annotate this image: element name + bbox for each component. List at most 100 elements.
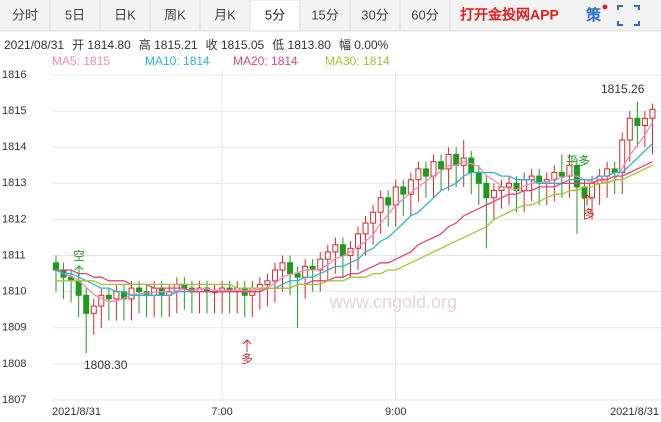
candle-body (302, 265, 309, 278)
candle-body (128, 287, 135, 300)
candle-body (136, 287, 143, 293)
tab[interactable]: 15分 (311, 7, 338, 22)
candle-body (558, 172, 565, 177)
candle-body (83, 294, 90, 314)
info-item: 幅 0.00% (339, 37, 389, 52)
y-tick-label: 1814 (2, 141, 26, 153)
candle-body (271, 269, 278, 282)
legend-entry: MA20: 1814 (233, 54, 298, 68)
candle-body (105, 294, 112, 300)
tab[interactable]: 30分 (361, 7, 388, 22)
candle-body (445, 153, 452, 170)
x-tick-label: 2021/8/31 (610, 406, 659, 418)
ma-line (55, 143, 653, 296)
signal-arrow (242, 339, 252, 352)
annotation: 空 (73, 249, 85, 263)
legend-entry: MA30: 1814 (325, 54, 390, 68)
tab[interactable]: 分时 (12, 7, 38, 22)
candle-body (438, 161, 445, 170)
y-tick-label: 1810 (2, 286, 26, 298)
candle-body (294, 273, 301, 278)
candle-body (324, 251, 331, 260)
candle-body (634, 117, 641, 127)
notify-dot (602, 4, 608, 10)
candle-body (422, 168, 429, 177)
candle-body (355, 233, 361, 249)
candle-body (339, 244, 346, 257)
tab[interactable]: 日K (114, 7, 136, 22)
y-tick-label: 1809 (2, 322, 26, 334)
candle-body (626, 117, 633, 141)
tab-selected-bg (249, 0, 301, 32)
candle-body (513, 182, 520, 192)
ma-line (56, 164, 653, 289)
strategy-button[interactable]: 策 (585, 6, 602, 24)
candle-body (415, 168, 422, 181)
legend-entry: MA5: 1815 (52, 54, 110, 68)
candle-body (649, 108, 656, 119)
annotation: 多 (241, 352, 253, 366)
tab[interactable]: 60分 (411, 7, 438, 22)
candle-body (407, 179, 414, 195)
fullscreen-icon[interactable] (617, 5, 640, 26)
tab[interactable]: 5分 (265, 7, 285, 22)
candle-body (98, 294, 105, 307)
ma-line (55, 121, 653, 303)
candle-body (362, 222, 369, 235)
y-tick-label: 1811 (2, 249, 26, 261)
candle-body (385, 197, 392, 206)
y-tick-label: 1808 (2, 358, 26, 370)
info-item: 高 1815.21 (139, 37, 198, 52)
tab[interactable]: 5日 (65, 7, 85, 22)
annotation: 1815.26 (601, 82, 645, 96)
y-tick-label: 1813 (2, 177, 26, 189)
y-tick-label: 1816 (2, 69, 26, 81)
signal-arrow (582, 194, 592, 206)
x-tick-label: 2021/8/31 (52, 406, 101, 418)
candle-body (641, 117, 648, 127)
candle-body (475, 172, 482, 184)
candle-body (483, 182, 490, 199)
candle-body (90, 305, 97, 314)
candle-body (332, 244, 339, 253)
annotation: 1808.30 (84, 358, 128, 372)
y-tick-label: 1807 (2, 394, 26, 406)
x-tick-label: 9:00 (385, 406, 406, 418)
annotation: 平多 (566, 154, 590, 168)
candle-body (377, 197, 384, 213)
candle-body (498, 186, 505, 192)
signal-arrow (74, 265, 84, 276)
candle-body (551, 172, 558, 181)
candle-body (113, 291, 120, 300)
candle-body (392, 186, 399, 206)
tab-bar (0, 0, 661, 31)
y-tick-label: 1812 (2, 213, 26, 225)
candle-body (287, 262, 294, 275)
candle-body (279, 262, 286, 271)
legend-entry: MA10: 1814 (145, 54, 210, 68)
tab[interactable]: 月K (214, 7, 236, 22)
candle-body (370, 211, 377, 224)
info-item: 低 1813.80 (272, 38, 331, 52)
watermark: www.cngold.org (329, 292, 457, 312)
candle-body (506, 182, 512, 188)
info-item: 2021/08/31 (4, 38, 64, 52)
x-tick-label: 7:00 (211, 406, 232, 418)
candle-body (490, 190, 497, 199)
candle-body (453, 153, 460, 166)
tab[interactable]: 周K (164, 7, 186, 22)
info-item: 开 1814.80 (72, 38, 131, 52)
candle-body (264, 280, 271, 285)
info-item: 收 1815.05 (206, 38, 265, 52)
ma-line (56, 161, 653, 293)
y-tick-label: 1815 (2, 105, 26, 117)
candle-body (430, 161, 437, 177)
candle-body (53, 262, 59, 271)
candle-body (468, 157, 475, 174)
candle-body (400, 186, 407, 195)
annotation: 多 (583, 207, 595, 221)
candle-body (317, 258, 324, 271)
candle-body (566, 164, 573, 177)
app-link[interactable]: 打开金投网APP (460, 7, 559, 23)
